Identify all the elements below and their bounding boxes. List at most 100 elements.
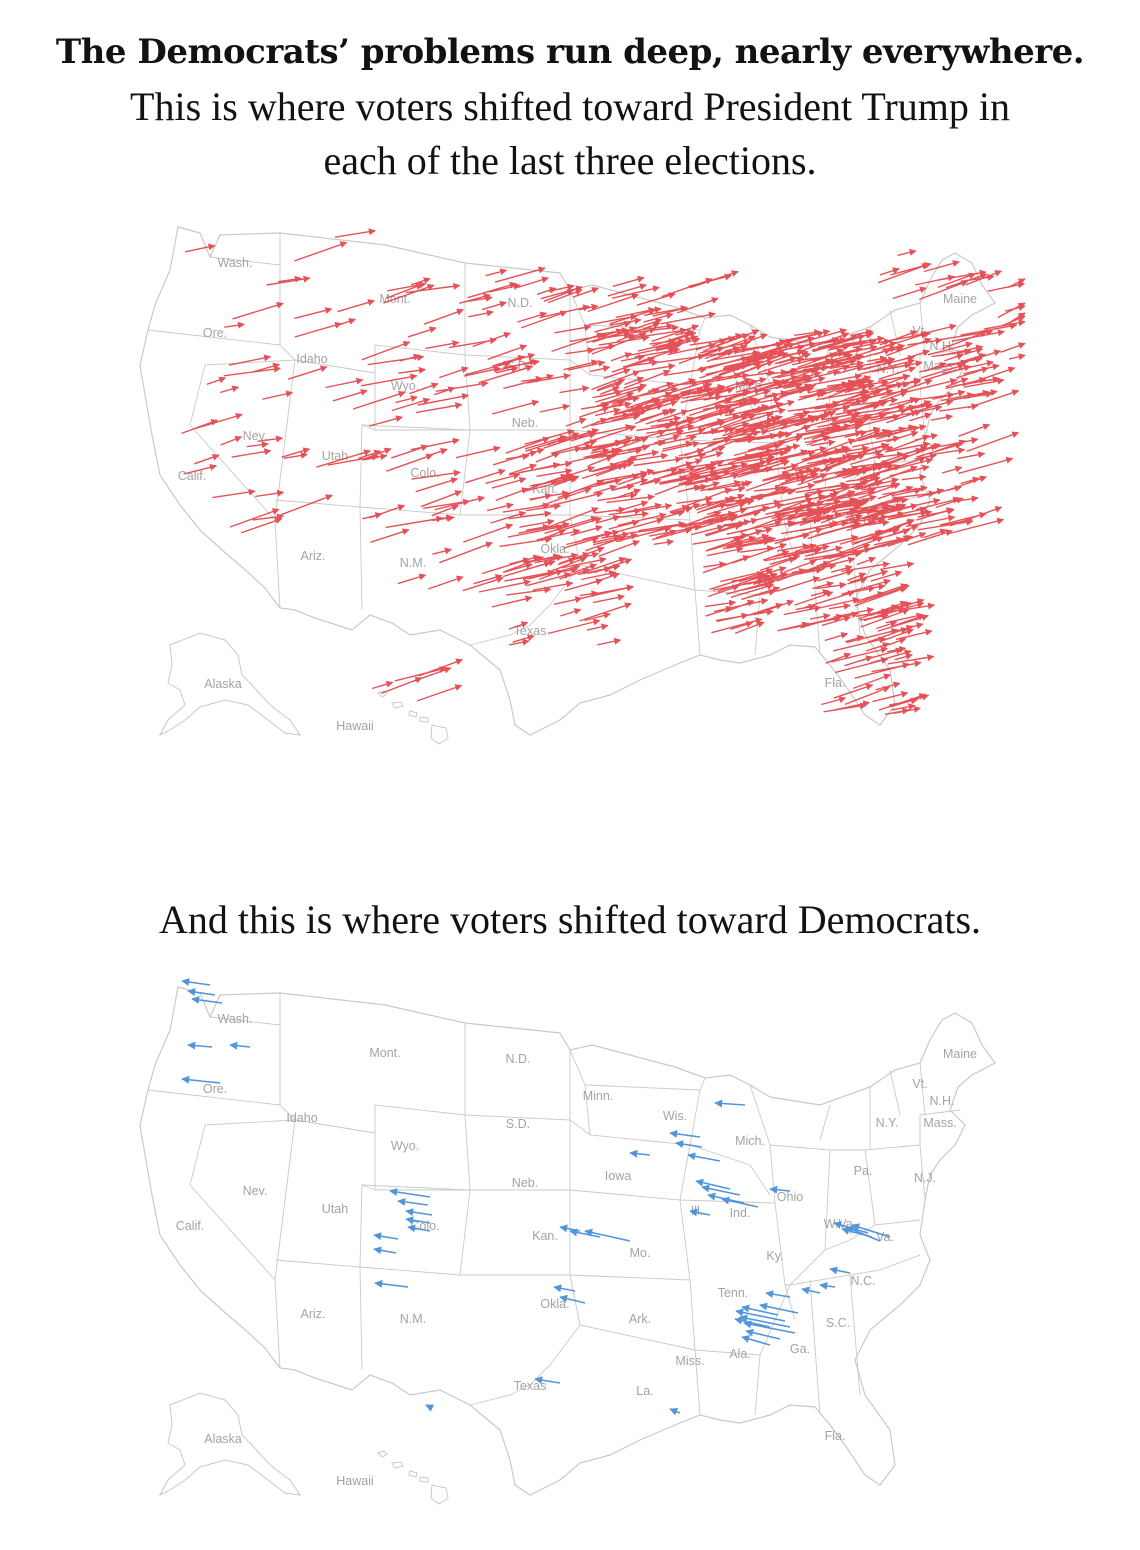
shift-arrow-trump [889, 464, 930, 477]
shift-arrow-trump [232, 301, 284, 320]
shift-arrow-trump [582, 530, 613, 541]
shift-arrow-democrat [739, 1314, 791, 1328]
shift-arrow-democrat [187, 988, 216, 997]
shift-arrow-trump [505, 436, 550, 454]
state-label: Ohio [777, 1190, 803, 1204]
shift-arrow-trump [638, 521, 686, 532]
shift-arrow-trump [966, 431, 1020, 453]
state-label: Nev. [243, 1184, 268, 1198]
shift-arrow-trump [410, 277, 431, 286]
shift-arrow-trump [581, 463, 625, 480]
shift-arrow-trump [869, 649, 912, 664]
shift-arrow-trump [568, 360, 606, 371]
shift-arrow-trump [220, 385, 240, 394]
shift-arrow-trump [809, 438, 856, 458]
shift-arrow-trump [795, 410, 837, 427]
state-border [274, 1119, 296, 1281]
state-border [824, 479, 851, 491]
shift-arrow-trump [662, 440, 693, 450]
shift-arrow-trump [847, 576, 868, 585]
shift-arrow-trump [941, 465, 963, 474]
shift-arrow-trump [325, 377, 364, 389]
shift-arrow-trump [705, 523, 742, 537]
shift-arrow-trump [849, 530, 883, 542]
shift-arrow-trump [534, 552, 579, 564]
shift-arrow-trump [526, 523, 550, 531]
shift-arrow-democrat [629, 1149, 651, 1158]
shift-arrow-trump [796, 332, 850, 354]
shift-arrow-trump [857, 496, 903, 514]
shift-arrow-trump [547, 288, 583, 304]
shift-arrows [181, 228, 1026, 716]
shift-arrow-trump [846, 519, 890, 529]
shift-arrow-trump [616, 500, 649, 513]
shift-arrow-trump [660, 311, 716, 325]
shift-arrow-democrat [181, 978, 211, 986]
state-label: Okla. [540, 1297, 569, 1311]
shift-arrow-trump [821, 410, 862, 421]
shift-arrow-trump [395, 395, 418, 404]
shift-arrow-trump [846, 474, 877, 483]
state-label: Vt. [912, 1077, 927, 1091]
shift-arrow-trump [491, 399, 540, 415]
shift-arrow-trump [809, 613, 831, 620]
shift-arrow-democrat [741, 1335, 771, 1346]
shift-arrow-trump [842, 335, 885, 346]
shift-arrow-trump [542, 529, 566, 540]
shift-arrow-trump [795, 603, 816, 611]
map-shift-toward-democrats: Wash. Mont. N.D. Maine Ore. Minn. Vt. N.H. Idaho… [130, 975, 1030, 1535]
shift-arrow-trump [294, 321, 343, 338]
shift-arrow-trump [692, 532, 749, 545]
shift-arrow-trump [853, 428, 890, 443]
shift-arrow-democrat [407, 1224, 431, 1233]
state-label: Miss. [675, 1354, 704, 1368]
shift-arrow-trump [554, 324, 592, 334]
state-border [274, 1279, 281, 1369]
shift-arrow-trump [707, 537, 743, 551]
shift-arrow-trump [783, 382, 803, 390]
shift-arrow-trump [280, 494, 333, 516]
shift-arrow-trump [423, 308, 464, 325]
shift-arrow-trump [723, 411, 774, 429]
shift-arrow-trump [590, 447, 610, 455]
shift-arrow-trump [600, 386, 620, 395]
shift-arrow-trump [517, 311, 548, 323]
shift-arrow-trump [924, 364, 972, 381]
shift-arrow-trump [840, 338, 878, 349]
shift-arrow-trump [726, 540, 745, 548]
shift-arrow-trump [774, 527, 823, 545]
shift-arrow-trump [835, 465, 859, 475]
shift-arrow-trump [464, 360, 511, 376]
shift-arrow-trump [761, 339, 787, 349]
state-label: Ark. [629, 1312, 651, 1326]
shift-arrow-trump [658, 472, 701, 484]
shift-arrow-trump [580, 402, 610, 410]
shift-arrow-trump [723, 518, 751, 526]
state-label: N.D. [508, 296, 533, 310]
shift-arrow-trump [801, 504, 840, 520]
shift-arrow-trump [761, 568, 807, 584]
shift-arrow-trump [685, 472, 740, 486]
shift-arrow-trump [785, 383, 812, 393]
shift-arrow-trump [862, 388, 884, 398]
shift-arrow-trump [361, 340, 411, 361]
shift-arrow-trump [520, 310, 568, 329]
shift-arrow-trump [257, 435, 284, 443]
shift-arrow-trump [582, 556, 627, 574]
shift-arrow-trump [455, 445, 501, 459]
shift-arrow-trump [877, 263, 930, 284]
shift-arrows [181, 978, 891, 1416]
shift-arrow-trump [783, 559, 817, 573]
state-label: S.D. [506, 1117, 530, 1131]
shift-arrow-democrat [765, 1290, 791, 1299]
shift-arrow-trump [861, 481, 899, 491]
shift-arrow-trump [766, 369, 788, 377]
shift-arrow-trump [949, 506, 1003, 527]
state-label: Okla. [540, 542, 569, 556]
shift-arrow-trump [730, 620, 754, 630]
shift-arrow-trump [506, 586, 552, 596]
shift-arrow-trump [734, 621, 765, 634]
us-outline [139, 986, 996, 1496]
shift-arrow-trump [800, 520, 840, 532]
state-label: Calif. [178, 469, 206, 483]
